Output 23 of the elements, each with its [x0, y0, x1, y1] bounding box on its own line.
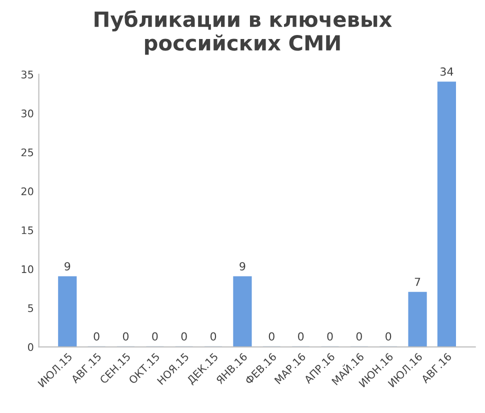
y-tick-label: 5 [28, 304, 34, 312]
data-label: 0 [356, 332, 362, 341]
data-label: 34 [440, 67, 454, 76]
data-label: 0 [298, 332, 304, 341]
data-label: 9 [240, 262, 246, 271]
data-label: 0 [268, 332, 274, 341]
data-label: 0 [210, 332, 216, 341]
data-label: 0 [181, 332, 187, 341]
chart-title: Публикации в ключевых российских СМИ [94, 10, 392, 55]
data-label: 9 [64, 262, 70, 271]
y-tick-label: 15 [22, 226, 34, 234]
data-label: 0 [152, 332, 158, 341]
y-tick-label: 10 [22, 265, 34, 274]
data-label: 0 [386, 332, 392, 341]
data-label: 0 [122, 332, 129, 341]
y-tick-label: 25 [21, 148, 34, 156]
data-label: 7 [414, 278, 420, 286]
y-tick-label: 35 [21, 70, 34, 78]
y-tick-label: 20 [21, 187, 34, 196]
data-label: 0 [94, 332, 100, 341]
y-tick-label: 30 [21, 110, 34, 118]
data-label: 0 [327, 332, 333, 341]
y-tick-label: 0 [28, 343, 34, 352]
